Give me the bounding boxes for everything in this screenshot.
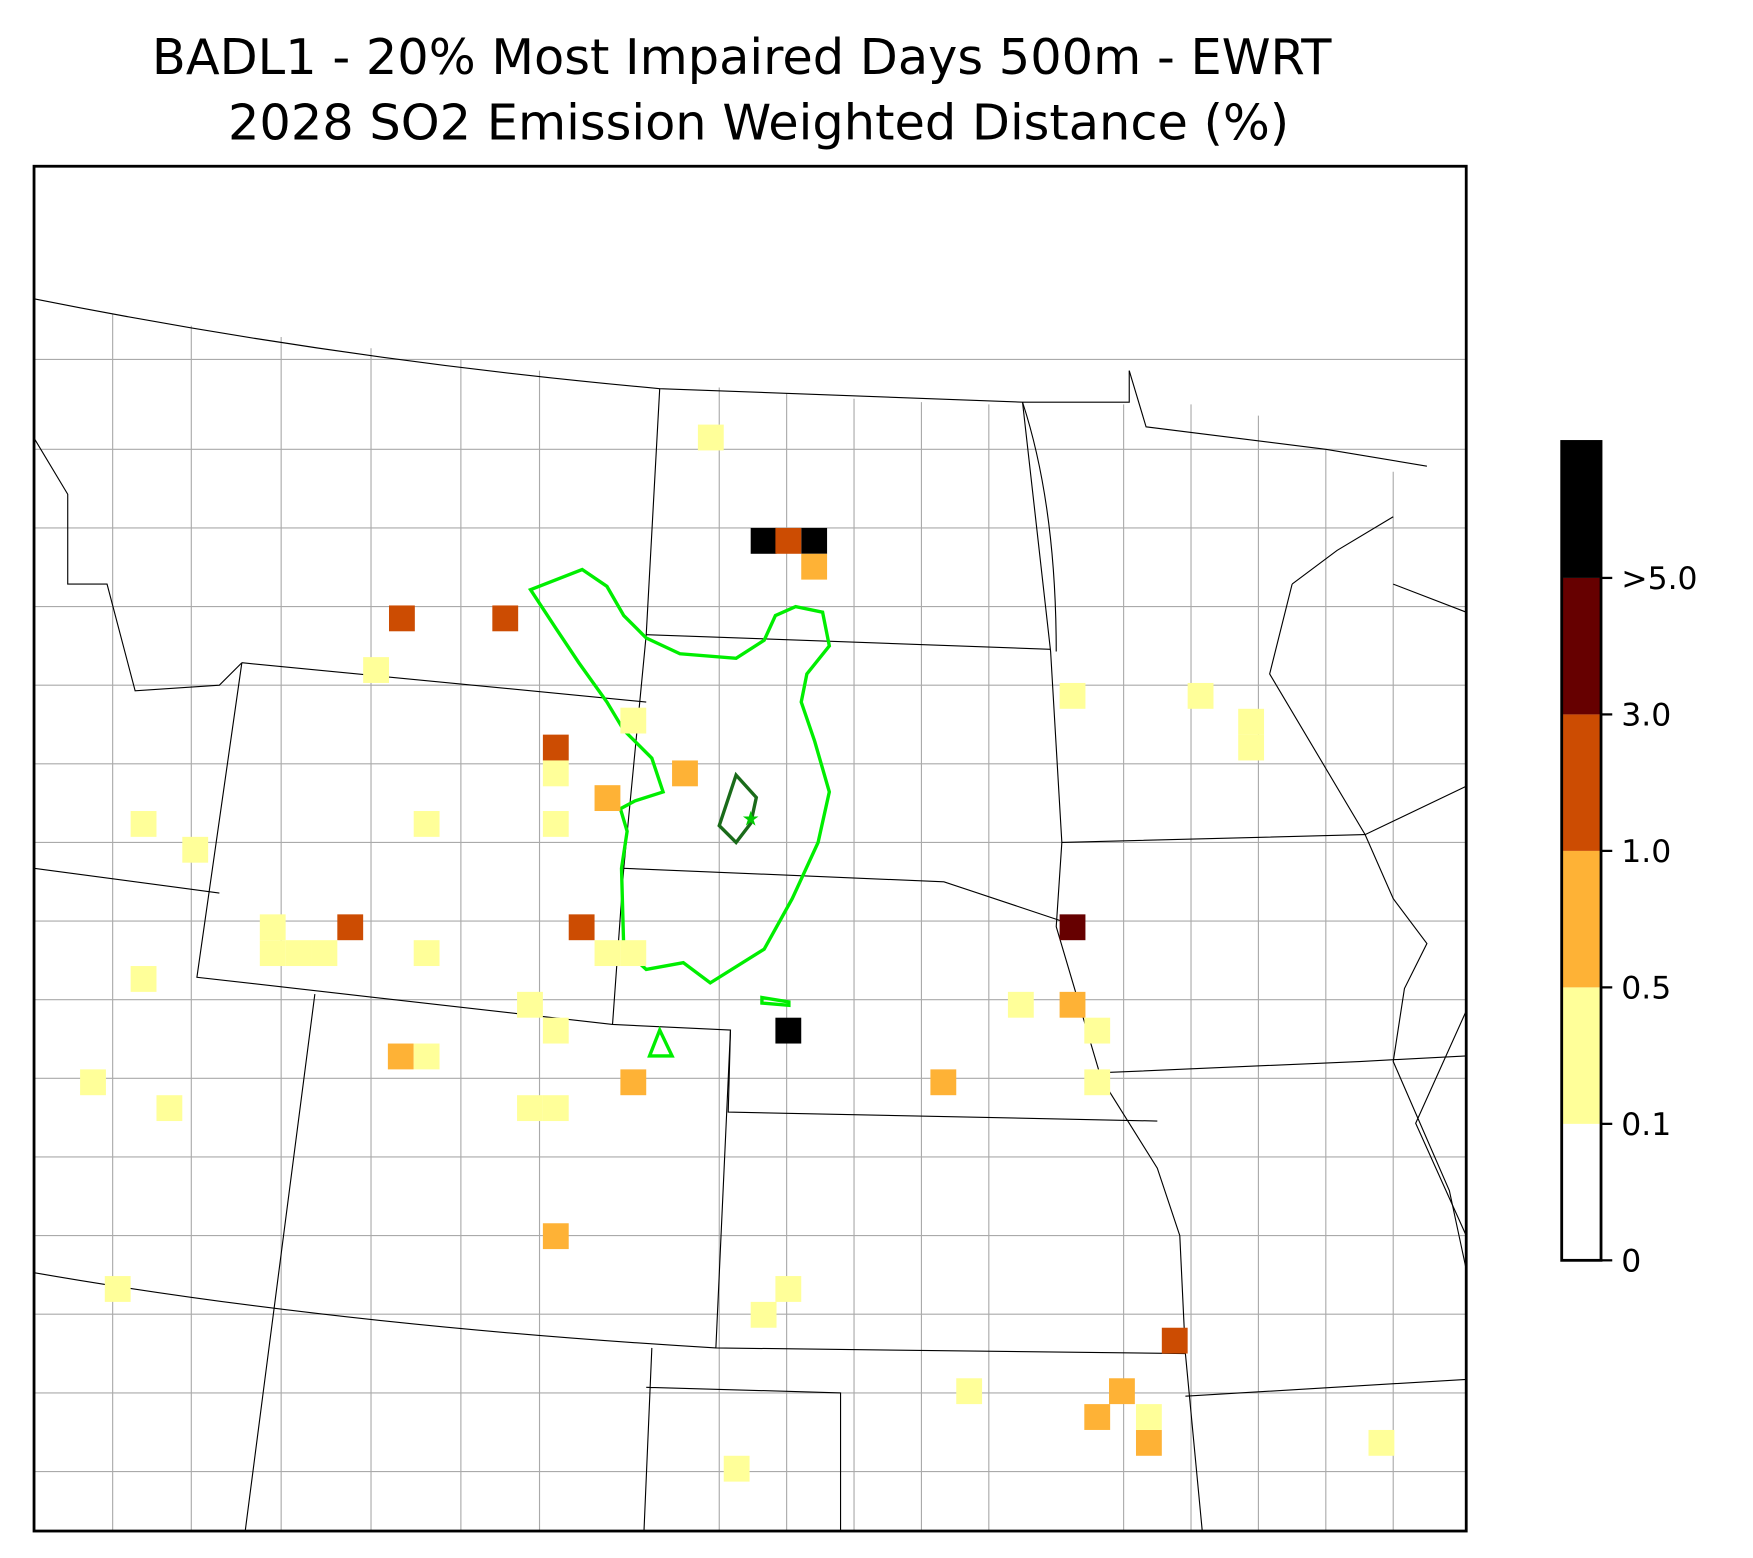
colorbar-segment bbox=[1561, 987, 1602, 1124]
colorbar-tick-label: 0.1 bbox=[1621, 1107, 1671, 1143]
svg-text:★: ★ bbox=[742, 807, 760, 831]
colorbar-tick-label: 0 bbox=[1621, 1244, 1641, 1280]
colorbar-segment bbox=[1561, 850, 1602, 988]
colorbar-tick-label: >5.0 bbox=[1621, 561, 1697, 597]
map: ★ bbox=[32, 164, 1468, 1533]
colorbar-segment bbox=[1561, 577, 1602, 715]
colorbar: 0 0.1 0.5 1.0 3.0 >5.0 bbox=[1560, 440, 1698, 1280]
emission-cells bbox=[80, 424, 1395, 1482]
colorbar-segment bbox=[1561, 1123, 1602, 1261]
title-line: BADL1 - 20% Most Impaired Days 500m - EW… bbox=[152, 28, 1332, 86]
colorbar-tick-label: 1.0 bbox=[1621, 834, 1671, 870]
map-frame bbox=[32, 164, 1468, 1533]
county-grid bbox=[34, 314, 1467, 1532]
title-line: 2028 SO2 Emission Weighted Distance (%) bbox=[228, 93, 1289, 151]
colorbar-segment bbox=[1561, 441, 1602, 578]
state-borders bbox=[33, 298, 1467, 1532]
colorbar-segment bbox=[1561, 714, 1602, 851]
colorbar-tick-label: 3.0 bbox=[1621, 698, 1671, 734]
colorbar-tick-label: 0.5 bbox=[1621, 971, 1671, 1007]
contours: ★ bbox=[527, 567, 832, 1058]
